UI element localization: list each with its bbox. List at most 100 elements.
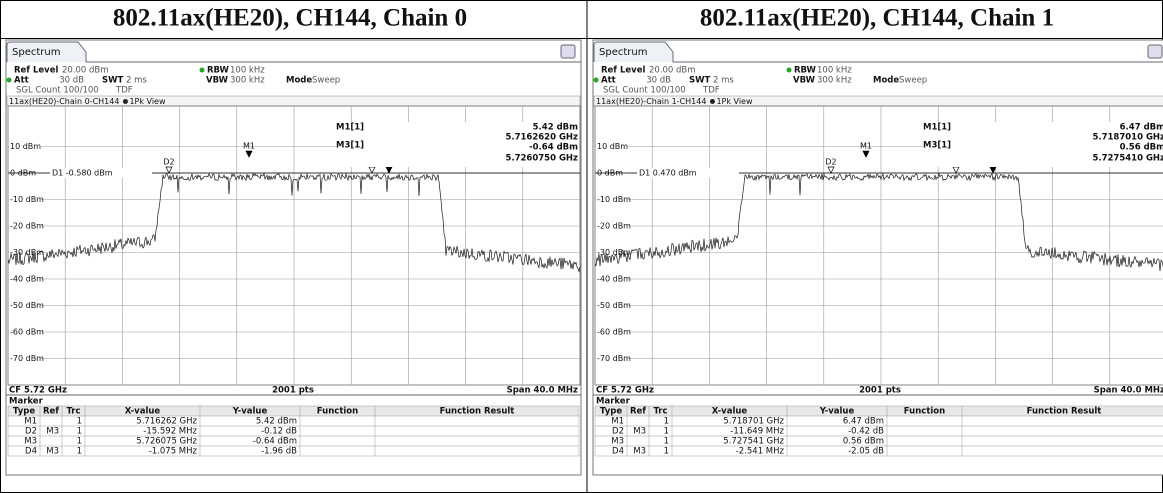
table-header: Function Result	[440, 407, 515, 417]
y-label-bg	[9, 247, 41, 258]
spectrum-trace	[7, 172, 581, 273]
y-axis-label: -70 dBm	[597, 354, 631, 363]
m3-freq: 5.7275410 GHz	[1092, 154, 1163, 164]
table-cell: 6.47 dBm	[843, 417, 884, 427]
table-header: Function Result	[1027, 407, 1102, 417]
y-label-bg	[9, 327, 41, 337]
tab-label: Spectrum	[12, 47, 60, 58]
swt: 2 ms	[713, 76, 734, 86]
vbw-label: VBW	[206, 76, 229, 86]
d1-label-bg	[50, 168, 152, 178]
y-label-bg	[9, 194, 41, 205]
span: Span 40.0 MHz	[1094, 386, 1163, 396]
points: 2001 pts	[272, 386, 314, 396]
y-axis-label: -20 dBm	[10, 222, 44, 231]
y-label-bg	[9, 221, 41, 231]
d1-label-bg	[637, 168, 739, 178]
y-axis-label: -60 dBm	[10, 328, 44, 337]
table-cell: 1	[77, 427, 82, 437]
readout-bg	[336, 122, 579, 167]
table-cell: 1	[664, 447, 669, 457]
rbw-label: RBW	[207, 66, 230, 76]
d1-label: D1 0.470 dBm	[639, 169, 697, 178]
table-cell: 1	[77, 447, 82, 457]
swt: 2 ms	[126, 76, 147, 86]
marker-table-title: Marker	[9, 397, 44, 407]
y-label-bg	[596, 327, 628, 337]
vbw: 300 kHz	[817, 76, 852, 86]
att-label: Att	[14, 76, 29, 86]
marker-symbol	[862, 150, 870, 158]
tab	[593, 41, 674, 62]
table-header: Function	[904, 407, 945, 417]
table-cell: M3	[633, 427, 646, 437]
panel-heading: 802.11ax(HE20), CH144, Chain 1	[700, 5, 1054, 32]
table-header: Ref	[630, 407, 646, 417]
d1-label: D1 -0.580 dBm	[52, 169, 113, 178]
table-cell: -11.649 MHz	[730, 427, 784, 437]
att: 30 dB	[646, 76, 671, 86]
rbw: 100 kHz	[817, 66, 852, 76]
y-label-bg	[596, 274, 628, 284]
mode: Sweep	[899, 76, 927, 86]
center-freq: CF 5.72 GHz	[9, 386, 67, 396]
ref-level-label: Ref Level	[14, 66, 58, 76]
table-header: Ref	[43, 407, 59, 417]
view-label: 1Pk View	[129, 97, 166, 106]
screen-icon	[1147, 44, 1163, 59]
table-cell: D4	[612, 447, 624, 457]
mode-label: Mode	[873, 76, 899, 86]
m1-freq: 5.7187010 GHz	[1092, 133, 1163, 143]
swt-label: SWT	[102, 76, 123, 86]
att: 30 dB	[59, 76, 84, 86]
table-cell: -0.64 dBm	[253, 437, 297, 447]
m3-label: M3[1]	[923, 141, 951, 151]
table-header: Y-value	[232, 407, 268, 417]
tdf: TDF	[115, 86, 133, 96]
table-cell: 5.727541 GHz	[723, 437, 784, 447]
trace-title: 11ax(HE20)-Chain 0-CH144	[9, 97, 119, 106]
rbw-dot	[786, 67, 792, 73]
view-dot	[122, 99, 128, 104]
att-dot	[593, 77, 599, 83]
m1-label: M1[1]	[923, 123, 951, 133]
y-axis-label: -30 dBm	[10, 248, 44, 257]
y-label-bg	[596, 353, 628, 364]
span: Span 40.0 MHz	[507, 386, 578, 396]
tab-label: Spectrum	[599, 47, 647, 58]
rbw: 100 kHz	[230, 66, 265, 76]
table-cell: 1	[77, 437, 82, 447]
spectrum-screenshot: Spectrum Ref Level 20.00 dBm RBW 100 kHz Att 3…	[5, 39, 582, 476]
ref-level-label: Ref Level	[601, 66, 645, 76]
sgl-count: SGL Count 100/100	[603, 86, 686, 96]
marker-symbol	[165, 166, 173, 174]
m1-level: 5.42 dBm	[533, 123, 578, 133]
panel-heading: 802.11ax(HE20), CH144, Chain 0	[113, 5, 467, 32]
table-cell: -0.12 dB	[261, 427, 297, 437]
rbw-label: RBW	[794, 66, 817, 76]
view-dot	[709, 99, 715, 104]
m3-label: M3[1]	[336, 141, 364, 151]
y-label-bg	[596, 221, 628, 231]
y-axis-label: -40 dBm	[10, 275, 44, 284]
y-label-bg	[596, 141, 628, 152]
table-cell: 1	[77, 417, 82, 427]
vbw: 300 kHz	[230, 76, 265, 86]
marker-table-header-bg	[8, 406, 579, 416]
marker-label: M1	[243, 142, 255, 151]
table-cell: 5.42 dBm	[256, 417, 297, 427]
y-axis-label: -50 dBm	[597, 301, 631, 310]
table-cell: D2	[612, 427, 624, 437]
y-axis-label: -10 dBm	[10, 195, 44, 204]
table-cell: 5.716262 GHz	[136, 417, 197, 427]
trace-title: 11ax(HE20)-Chain 1-CH144	[596, 97, 706, 106]
sgl-count: SGL Count 100/100	[16, 86, 99, 96]
table-cell: -15.592 MHz	[143, 427, 197, 437]
table-cell: 5.718701 GHz	[723, 417, 784, 427]
y-axis-label: -60 dBm	[597, 328, 631, 337]
mode: Sweep	[312, 76, 340, 86]
tdf: TDF	[702, 86, 720, 96]
center-freq: CF 5.72 GHz	[596, 386, 654, 396]
table-header: Trc	[653, 407, 667, 417]
